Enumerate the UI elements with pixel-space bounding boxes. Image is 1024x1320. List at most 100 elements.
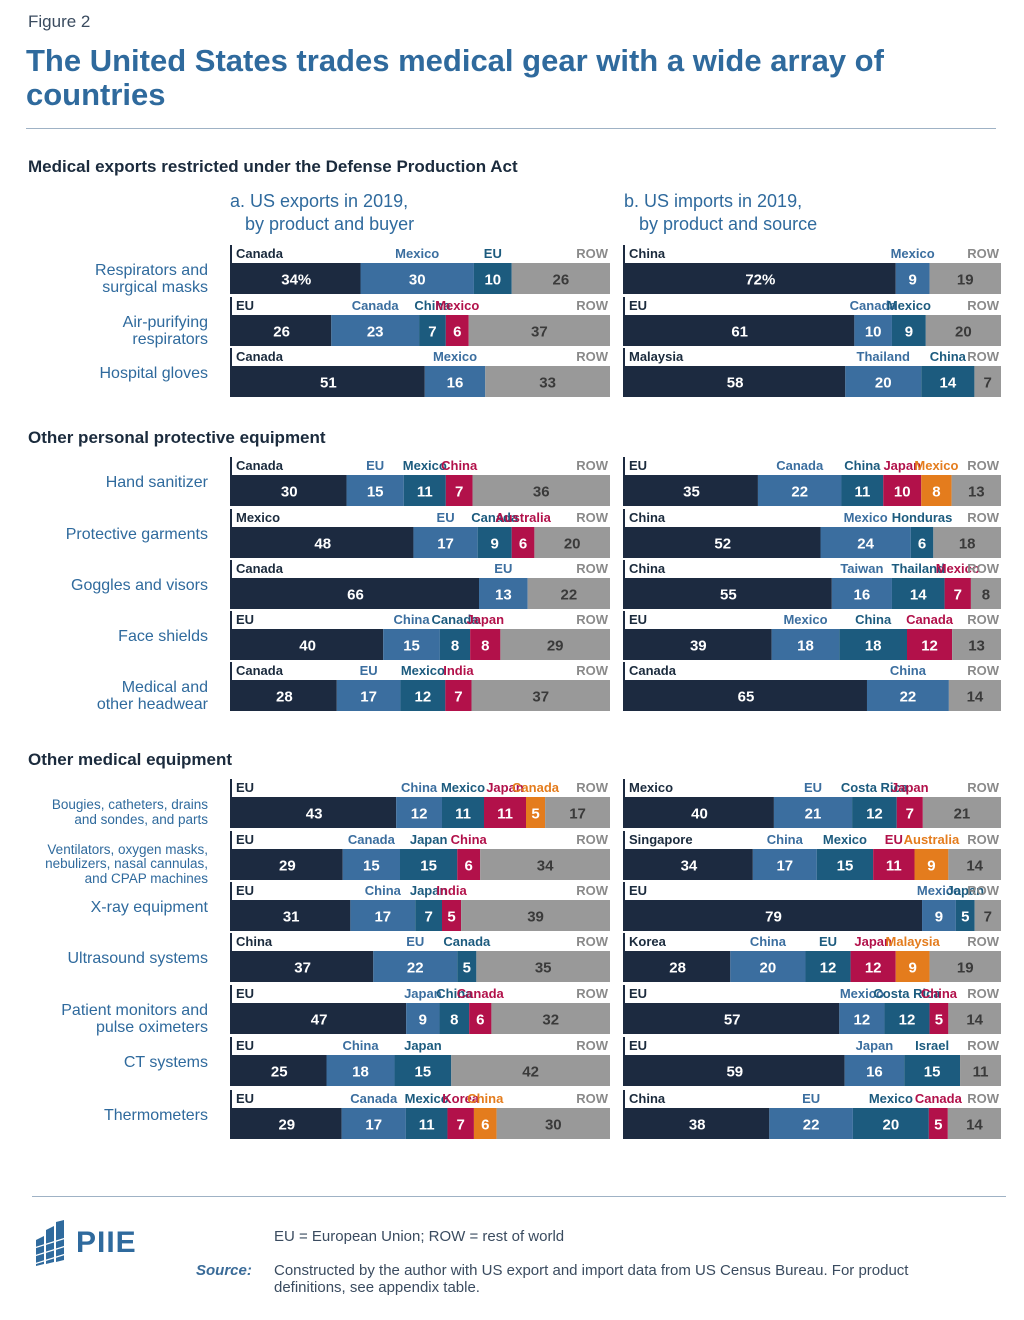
bar-segment [526,797,546,828]
stacked-bar-charts: 34%Canada30Mexico10EU26ROW72%China9Mexic… [230,245,1001,1139]
panel-b-title: b. US imports in 2019, by product and so… [624,191,818,234]
data-label: 17 [365,1117,382,1134]
row-label: Hospital gloves [99,365,209,382]
data-label: 9 [491,536,499,553]
row-label: Bougies, catheters, drains and sondes, a… [51,797,208,827]
row-label: CT systems [123,1054,208,1071]
data-label: 15 [837,858,854,875]
bar-segment [928,1108,948,1139]
bar-segment [350,900,416,931]
legend-label: ROW [967,832,1000,847]
data-label: 22 [407,960,424,977]
legend-label: China [441,458,478,473]
data-label: 5 [447,909,455,926]
row-label: Ultrasound systems [67,950,209,967]
bar-segment [476,951,610,982]
legend-label: Mexico [914,458,958,473]
legend-label: China [629,561,666,576]
data-label: 12 [865,960,882,977]
bar-segment [439,1003,470,1034]
bar-segment [895,263,930,294]
legend-label: ROW [576,883,609,898]
data-label: 72% [745,272,775,289]
legend-label: EU [236,298,254,313]
legend-label: Mexico [869,1091,913,1106]
legend-label: ROW [967,1091,1000,1106]
bar-segment [232,900,351,931]
legend-label: India [443,663,474,678]
bar-segment [854,315,892,346]
legend-label: ROW [576,1091,609,1106]
bar-segment [948,680,1001,711]
data-label: 7 [424,909,432,926]
data-label: 12 [854,1012,871,1029]
bar-segment [839,629,907,660]
legend-label: Japan [466,612,504,627]
data-label: 7 [954,587,962,604]
legend-label: China [629,246,666,261]
data-label: 5 [935,1012,943,1029]
bar-segment [852,797,897,828]
data-label: 19 [957,960,974,977]
legend-label: Korea [442,1091,480,1106]
legend-label: EU [236,780,254,795]
legend-label: ROW [576,780,609,795]
legend-label: ROW [967,1038,1000,1053]
bar-segment [471,680,610,711]
legend-label: ROW [967,986,1000,1001]
legend-label: Honduras [892,510,953,525]
row-label: Thermometers [103,1107,208,1124]
section-heading-ppe: Other personal protective equipment [28,428,326,447]
legend-label: Mexico [844,510,888,525]
bar-axis-line [623,779,625,828]
data-label: 12 [415,689,432,706]
legend-label: Costa Rica [873,986,941,1001]
data-label: 57 [724,1012,741,1029]
row-label: Goggles and visors [71,577,208,594]
data-label: 9 [935,909,943,926]
data-label: 38 [689,1117,706,1134]
data-label: 9 [908,272,916,289]
data-label: 18 [352,1064,369,1081]
legend-label: ROW [967,458,1000,473]
data-label: 10 [865,324,882,341]
data-label: 22 [791,484,808,501]
data-label: 12 [921,638,938,655]
bar-segment [625,475,758,506]
top-divider [26,128,996,129]
bar-axis-line [623,509,625,558]
legend-label: Korea [629,934,667,949]
data-label: 34 [681,858,698,875]
legend-label: Mexico [840,986,884,1001]
data-label: 31 [283,909,300,926]
bar-segment [974,366,1001,397]
bar-segment [921,366,975,397]
bar-axis-line [230,779,232,828]
data-label: 48 [314,536,331,553]
data-label: 6 [918,536,926,553]
data-label: 36 [533,484,550,501]
legend-label: EU [484,246,502,261]
bar-segment [405,1108,448,1139]
data-label: 37 [532,689,549,706]
data-label: 14 [939,375,956,392]
bar-axis-line [623,245,625,294]
bar-segment [921,475,952,506]
legend-label: ROW [576,934,609,949]
data-label: 6 [519,536,527,553]
bar-segment [852,1108,929,1139]
legend-label: Canada [236,246,284,261]
section-heading-medical: Other medical equipment [28,750,233,769]
data-label: 11 [419,1117,435,1134]
legend-label: EU [236,1091,254,1106]
legend-label: ROW [967,349,1000,364]
legend-label: Canada [348,832,396,847]
bar-segment [952,629,1001,660]
legend-label: EU [629,986,647,1001]
legend-label: EU [236,986,254,1001]
data-label: 20 [883,1117,900,1134]
legend-label: China [401,780,438,795]
bar-segment [232,578,480,609]
data-label: 40 [691,806,708,823]
bar-segment [769,1108,853,1139]
